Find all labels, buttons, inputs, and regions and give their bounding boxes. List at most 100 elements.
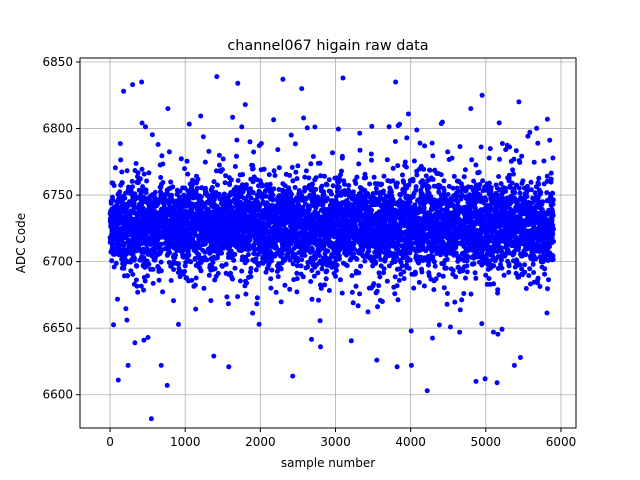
data-point [124, 168, 130, 174]
data-point [384, 278, 390, 284]
data-point [394, 180, 400, 186]
data-point [439, 207, 445, 213]
data-point [168, 179, 174, 185]
data-point [376, 270, 382, 276]
data-point [247, 269, 253, 275]
data-point [227, 182, 233, 188]
data-point [143, 124, 148, 130]
data-point [268, 276, 274, 282]
data-point [210, 260, 216, 266]
data-point [472, 270, 478, 276]
data-point [158, 249, 164, 255]
data-point [177, 188, 183, 194]
data-point [333, 273, 339, 279]
data-point [198, 194, 204, 200]
data-point [119, 180, 125, 186]
data-point [394, 254, 400, 260]
data-point [431, 287, 437, 293]
data-point [373, 259, 379, 265]
data-point [121, 242, 127, 248]
data-point [117, 189, 123, 195]
data-point [219, 250, 225, 256]
data-point [150, 266, 156, 272]
data-point [350, 202, 356, 208]
data-point [202, 159, 208, 165]
data-point [276, 165, 282, 171]
data-point [160, 161, 166, 167]
data-point [378, 256, 384, 262]
data-point [222, 180, 228, 186]
data-point [407, 199, 413, 205]
data-point [156, 277, 162, 283]
data-point [318, 173, 324, 179]
data-point [308, 161, 314, 167]
data-point [190, 178, 196, 183]
data-point [271, 117, 277, 123]
data-point [375, 304, 380, 310]
data-point [224, 294, 230, 300]
data-point [177, 194, 183, 200]
data-point [406, 182, 412, 188]
data-point [136, 246, 142, 251]
data-point [217, 162, 222, 168]
data-point [432, 263, 438, 269]
data-point [302, 253, 308, 258]
data-point [430, 254, 436, 260]
data-point [403, 164, 409, 170]
data-point [324, 182, 330, 188]
data-point [146, 261, 152, 267]
data-point [134, 263, 140, 269]
data-point [419, 269, 425, 275]
data-point [110, 240, 116, 246]
data-point [313, 186, 319, 192]
data-point [228, 199, 234, 205]
data-point [450, 185, 456, 191]
data-point [293, 169, 299, 175]
data-point [231, 191, 237, 197]
data-point [443, 252, 449, 258]
data-point [186, 121, 192, 127]
data-point [381, 266, 387, 272]
data-point [243, 291, 249, 297]
data-point [430, 153, 436, 159]
data-point [164, 190, 170, 196]
data-point [339, 168, 344, 174]
data-point [117, 141, 123, 147]
data-point [397, 225, 403, 231]
data-point [139, 166, 145, 172]
data-point [228, 248, 234, 254]
data-point [139, 120, 145, 126]
data-point [138, 283, 144, 289]
data-point [211, 179, 217, 185]
data-point [379, 181, 385, 187]
data-point [158, 259, 164, 265]
data-point [309, 268, 315, 273]
data-point [158, 241, 164, 247]
data-point [414, 127, 420, 133]
data-point [294, 270, 300, 276]
data-point [471, 261, 477, 267]
data-point [402, 159, 408, 165]
data-point [318, 285, 324, 291]
data-point [453, 250, 459, 256]
data-point [421, 166, 427, 172]
data-point [413, 187, 419, 193]
data-point [426, 185, 432, 190]
data-point [290, 178, 296, 184]
data-point [414, 172, 420, 178]
data-point [243, 182, 249, 188]
data-point [310, 154, 316, 159]
data-point [230, 114, 236, 120]
data-point [185, 171, 191, 177]
data-point [394, 283, 400, 289]
data-point [300, 274, 306, 280]
data-point [270, 197, 276, 203]
data-point [287, 286, 293, 292]
data-point [155, 142, 161, 147]
data-point [311, 273, 317, 279]
data-point [395, 163, 401, 169]
data-point [411, 285, 417, 291]
data-point [141, 287, 147, 293]
data-point [277, 210, 283, 216]
data-point [250, 179, 256, 185]
